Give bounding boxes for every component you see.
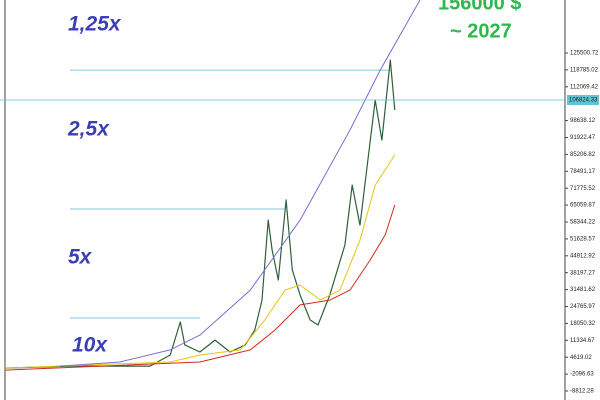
y-tick-label: 85206.82 bbox=[570, 152, 596, 158]
series-line bbox=[4, 59, 396, 369]
series-line bbox=[4, 154, 396, 369]
y-tick-label: 112069.42 bbox=[570, 84, 599, 90]
target-price: 156000 $ bbox=[438, 0, 521, 14]
current-price-label: 106824.33 bbox=[569, 98, 598, 104]
y-tick-label: 58344.22 bbox=[570, 220, 596, 226]
y-tick-label: 91922.47 bbox=[570, 135, 596, 141]
y-tick-label: 65059.87 bbox=[570, 203, 596, 209]
y-tick-label: 24765.97 bbox=[570, 304, 596, 310]
annotation: 10x bbox=[72, 334, 108, 357]
y-tick-label: 125500.72 bbox=[570, 51, 599, 57]
annotation: 1,25x bbox=[68, 13, 122, 36]
y-tick-label: 71775.52 bbox=[570, 186, 596, 192]
series-line bbox=[59, 0, 421, 367]
y-tick-label: 38197.27 bbox=[570, 270, 596, 276]
y-tick-label: -8812.28 bbox=[570, 389, 594, 395]
y-tick-label: 51628.57 bbox=[570, 236, 596, 242]
current-price-box bbox=[567, 94, 599, 105]
annotation: 5x bbox=[68, 246, 93, 269]
series-line bbox=[4, 204, 396, 371]
y-tick-label: 4619.02 bbox=[570, 355, 592, 361]
y-tick-label: 11334.67 bbox=[570, 338, 595, 344]
y-tick-label: 44912.92 bbox=[570, 253, 596, 259]
annotation: 2,5x bbox=[67, 118, 110, 141]
y-tick-label: 31481.62 bbox=[570, 287, 596, 293]
y-tick-label: 18050.32 bbox=[570, 321, 596, 327]
y-tick-label: 98638.12 bbox=[570, 118, 596, 124]
target-year: ~ 2027 bbox=[450, 20, 512, 42]
y-tick-label: -2096.63 bbox=[570, 372, 594, 378]
y-tick-label: 118785.02 bbox=[570, 67, 599, 73]
y-tick-label: 78491.17 bbox=[570, 169, 596, 175]
